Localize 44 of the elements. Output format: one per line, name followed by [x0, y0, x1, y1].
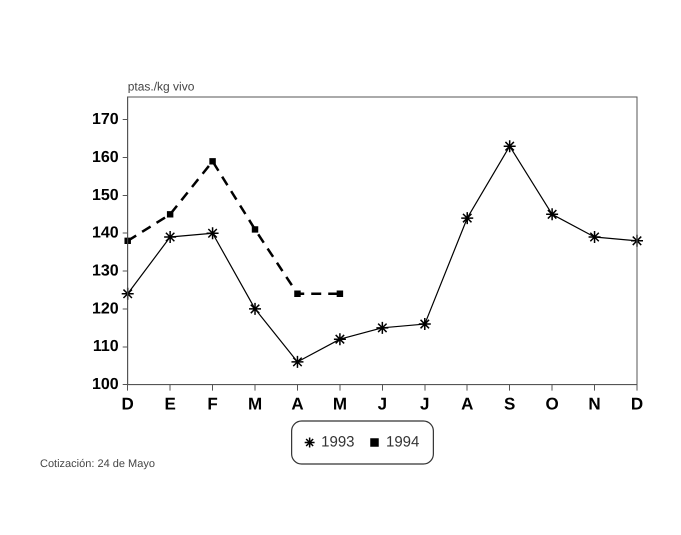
point [502, 139, 516, 153]
x-tick-label: A [291, 394, 304, 414]
y-tick-label: 140 [92, 224, 119, 242]
point [336, 290, 344, 298]
x-tick-label: E [164, 394, 176, 414]
x-tick-label: S [504, 394, 516, 414]
point [290, 355, 304, 369]
x-tick-label: M [332, 394, 347, 414]
point [630, 234, 644, 248]
y-tick-label: 120 [92, 300, 119, 318]
point [252, 226, 258, 233]
y-tick-label: 170 [92, 111, 119, 128]
y-axis-title: ptas./kg vivo [128, 79, 195, 94]
point [294, 290, 301, 298]
y-tick-label: 110 [92, 338, 119, 356]
x-tick-label: J [378, 394, 388, 414]
legend-label: 1993 [321, 434, 355, 451]
y-tick-label: 150 [92, 186, 119, 204]
legend-label: 1994 [386, 434, 420, 451]
point [206, 226, 220, 240]
text: Cotización: 24 de Mayo [40, 458, 155, 470]
x-tick-label: M [248, 394, 262, 414]
x-tick-label: D [122, 394, 134, 414]
point [376, 321, 390, 335]
point [460, 211, 474, 225]
x-tick-label: J [420, 394, 430, 414]
point [333, 332, 347, 346]
point [124, 238, 131, 244]
x-tick-label: O [546, 394, 559, 414]
y-tick-label: 160 [92, 148, 119, 166]
y-tick-label: 130 [92, 262, 119, 280]
y-tick-label: 100 [92, 376, 119, 394]
x-tick-label: N [588, 394, 601, 414]
point [248, 302, 262, 316]
point [166, 211, 174, 218]
point [545, 208, 559, 222]
point [120, 287, 134, 301]
point [209, 158, 216, 165]
point [418, 317, 432, 331]
x-tick-label: F [207, 394, 218, 414]
point [163, 230, 177, 244]
x-tick-label: D [630, 394, 644, 414]
x-tick-label: A [461, 394, 474, 414]
point [588, 230, 602, 244]
